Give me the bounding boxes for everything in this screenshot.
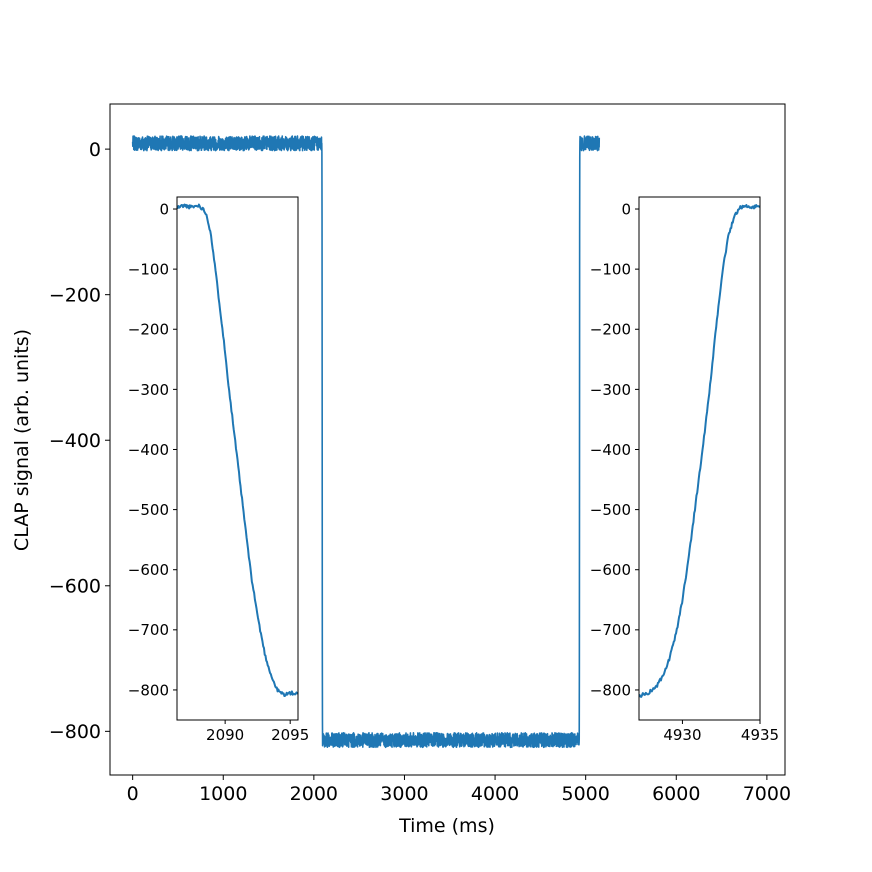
main-axes: 0 1000 2000 3000 4000 5000 6000 7000 0 −200 −400 −… <box>11 103 791 837</box>
inset-right-x-tick-label: 4930 <box>663 726 701 744</box>
main-y-tick-label: 0 <box>89 139 101 161</box>
main-y-tick-label: −400 <box>49 430 101 452</box>
y-axis-title: CLAP signal (arb. units) <box>11 329 33 551</box>
x-axis-title: Time (ms) <box>398 815 495 837</box>
main-x-tick-label: 6000 <box>652 783 700 805</box>
inset-right-y-ticks: 0 −100 −200 −300 −400 −500 −600 −700 −800 <box>590 200 639 699</box>
inset-right-y-tick-label: −200 <box>590 321 631 339</box>
inset-left-y-tick-label: −200 <box>128 321 169 339</box>
main-x-tick-label: 4000 <box>471 783 519 805</box>
main-y-ticks: 0 −200 −400 −600 −800 <box>49 139 110 743</box>
inset-right-y-tick-label: −800 <box>590 681 631 699</box>
inset-left-y-tick-label: −500 <box>128 501 169 519</box>
inset-left-y-tick-label: −600 <box>128 561 169 579</box>
main-plot-frame <box>109 103 786 776</box>
main-x-tick-label: 5000 <box>561 783 609 805</box>
inset-left-y-tick-label: −100 <box>128 261 169 279</box>
main-x-tick-label: 2000 <box>290 783 338 805</box>
inset-right-background <box>639 197 760 720</box>
inset-right-frame <box>638 196 761 721</box>
inset-right-y-tick-label: −600 <box>590 561 631 579</box>
main-x-ticks: 0 1000 2000 3000 4000 5000 6000 7000 <box>127 775 791 805</box>
main-y-tick-label: −800 <box>49 721 101 743</box>
main-x-tick-label: 0 <box>127 783 139 805</box>
inset-left-y-ticks: 0 −100 −200 −300 −400 −500 −600 −700 −800 <box>128 200 177 699</box>
inset-left-frame <box>176 196 299 721</box>
inset-left-y-tick-label: 0 <box>159 200 169 218</box>
inset-left-x-tick-label: 2090 <box>206 726 244 744</box>
main-x-tick-label: 3000 <box>380 783 428 805</box>
inset-right-y-tick-label: −400 <box>590 441 631 459</box>
inset-right-y-tick-label: −300 <box>590 381 631 399</box>
inset-left-y-tick-label: −800 <box>128 681 169 699</box>
inset-right-x-ticks: 4930 4935 <box>663 720 779 744</box>
inset-right-y-tick-label: −700 <box>590 621 631 639</box>
inset-left-x-ticks: 2090 2095 <box>206 720 309 744</box>
inset-right-y-tick-label: −100 <box>590 261 631 279</box>
inset-right-axes: 4930 4935 0 −100 −200 −300 −400 −500 −600 −700 −8… <box>590 196 779 744</box>
main-x-tick-label: 1000 <box>199 783 247 805</box>
inset-right-y-tick-label: −500 <box>590 501 631 519</box>
inset-left-series-line <box>176 203 299 698</box>
inset-left-axes: 2090 2095 0 −100 −200 −300 −400 −500 −600 −700 −8… <box>128 196 309 744</box>
main-y-tick-label: −600 <box>49 576 101 598</box>
inset-left-x-tick-label: 2095 <box>271 726 309 744</box>
main-series-line <box>131 135 601 749</box>
inset-right-x-tick-label: 4935 <box>741 726 779 744</box>
inset-right-y-tick-label: 0 <box>621 200 631 218</box>
main-y-tick-label: −200 <box>49 285 101 307</box>
inset-right-series-line <box>638 204 761 698</box>
inset-left-y-tick-label: −400 <box>128 441 169 459</box>
inset-left-y-tick-label: −300 <box>128 381 169 399</box>
main-x-tick-label: 7000 <box>743 783 791 805</box>
inset-left-y-tick-label: −700 <box>128 621 169 639</box>
